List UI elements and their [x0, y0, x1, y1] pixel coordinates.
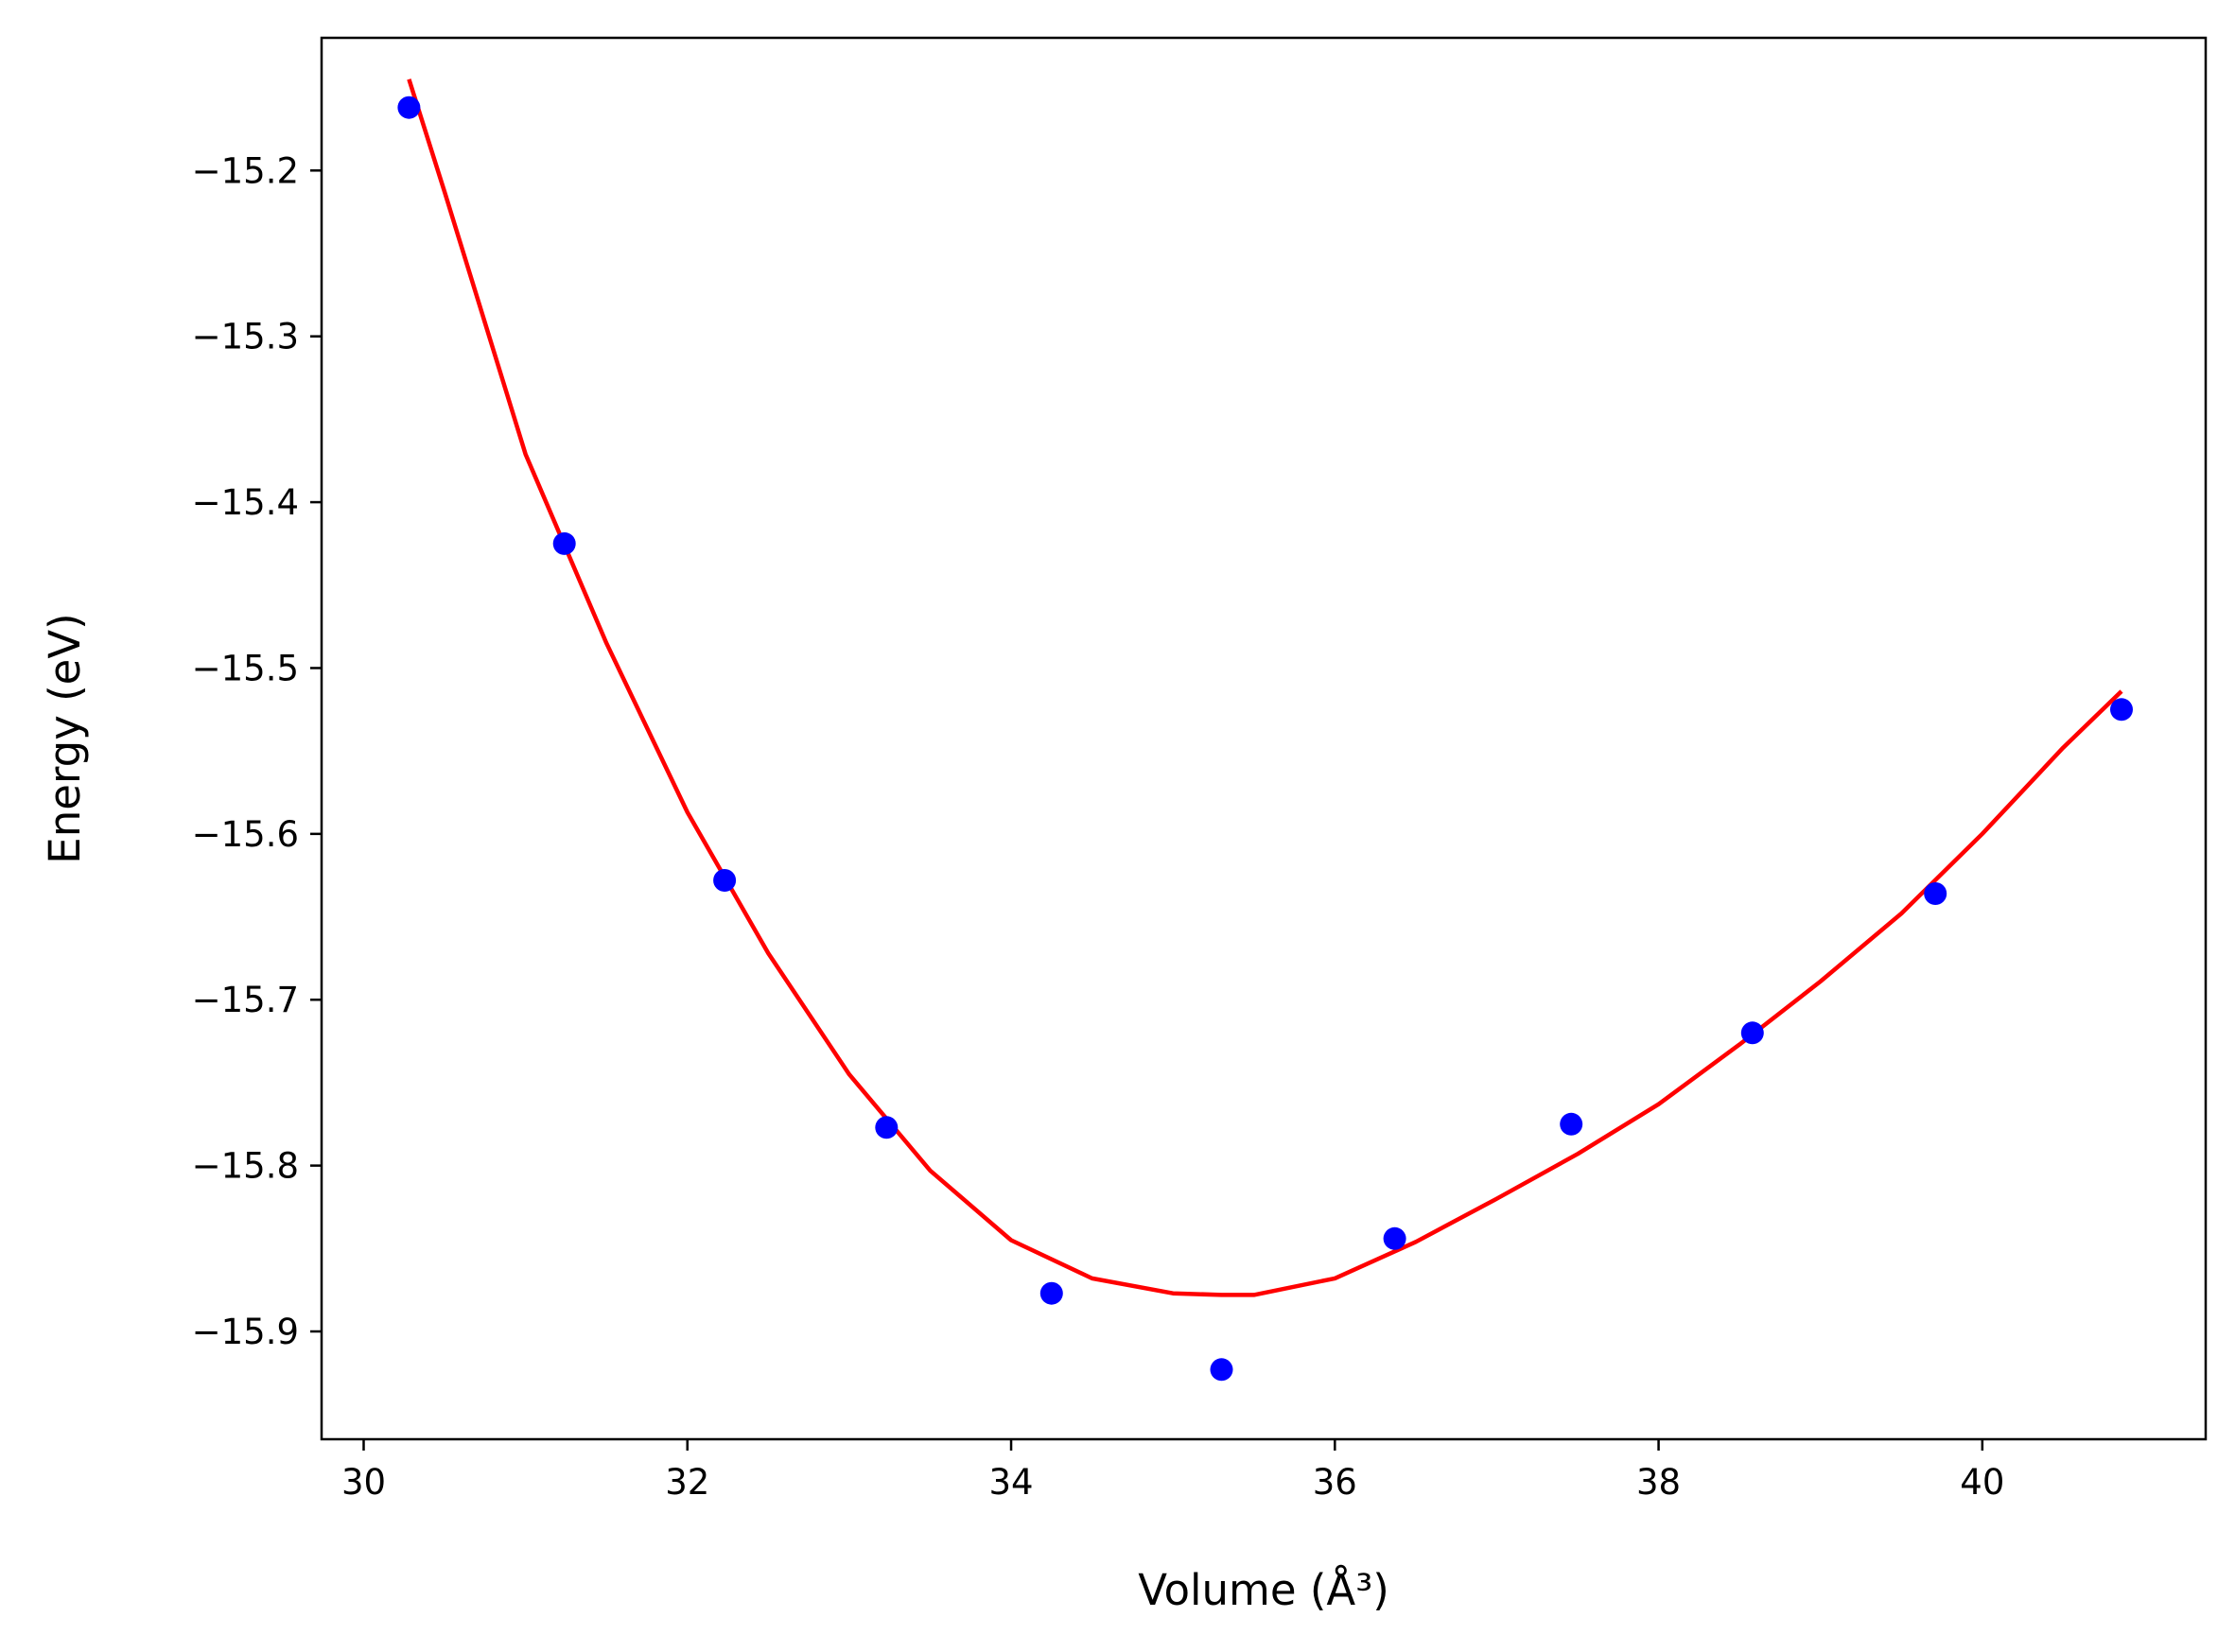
data-point — [1560, 1112, 1583, 1136]
data-point — [2110, 698, 2133, 722]
y-axis-label: Energy (eV) — [40, 613, 90, 863]
x-tick-label: 32 — [665, 1462, 709, 1503]
data-point — [1924, 882, 1947, 905]
data-point — [875, 1116, 899, 1139]
x-tick-label: 30 — [341, 1462, 386, 1503]
y-tick-label: −15.6 — [192, 814, 299, 855]
x-axis: 30 32 34 36 38 40 — [341, 1439, 2004, 1503]
data-point — [1039, 1281, 1063, 1305]
data-point — [397, 96, 421, 119]
x-tick-label: 36 — [1313, 1462, 1357, 1503]
y-tick-label: −15.2 — [192, 150, 299, 191]
x-tick-label: 40 — [1960, 1462, 2004, 1503]
data-point — [1210, 1358, 1233, 1382]
y-tick-label: −15.9 — [192, 1312, 299, 1352]
plot-content — [397, 78, 2133, 1382]
data-point — [552, 531, 576, 555]
y-axis: −15.2 −15.3 −15.4 −15.5 −15.6 −15.7 −15.8 −15.9 — [192, 150, 322, 1352]
data-point — [713, 869, 737, 892]
x-axis-label: Volume (Å³) — [1138, 1565, 1389, 1615]
fit-curve — [407, 78, 2123, 1297]
data-point — [1740, 1021, 1764, 1045]
y-tick-label: −15.5 — [192, 648, 299, 688]
y-tick-label: −15.4 — [192, 482, 299, 523]
y-tick-label: −15.3 — [192, 317, 299, 357]
data-point — [1383, 1226, 1406, 1250]
plot-frame — [320, 36, 2208, 1441]
y-tick-label: −15.8 — [192, 1146, 299, 1187]
x-tick-label: 34 — [988, 1462, 1033, 1503]
x-tick-label: 38 — [1636, 1462, 1681, 1503]
y-tick-label: −15.7 — [192, 980, 299, 1020]
